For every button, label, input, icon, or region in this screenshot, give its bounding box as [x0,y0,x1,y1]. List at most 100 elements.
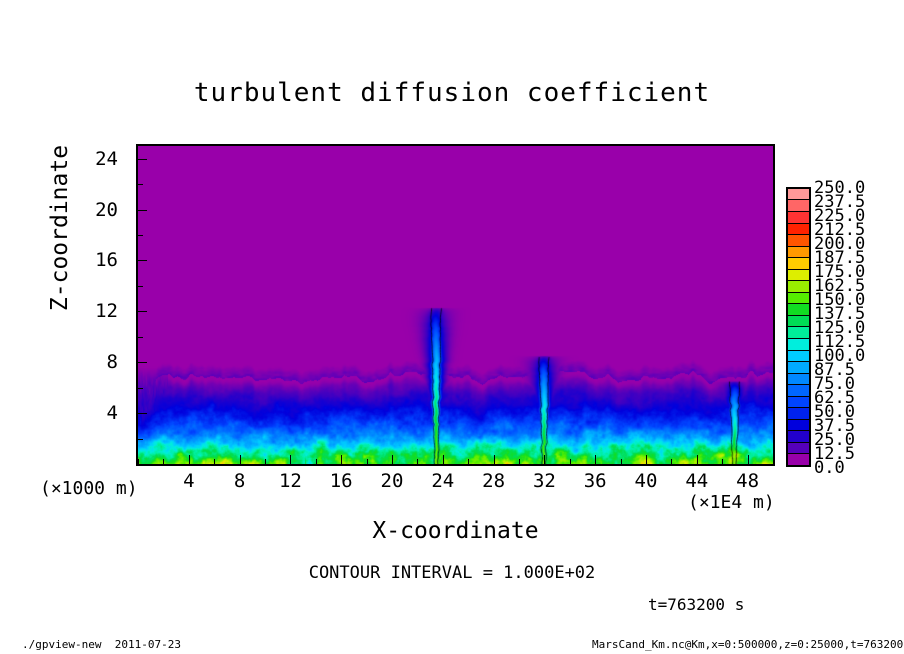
y-tick [138,311,147,313]
colorbar-tick-label: 100.0 [814,346,866,366]
colorbar-swatch [788,373,809,386]
colorbar-tick-label: 150.0 [814,290,866,310]
colorbar-tick-label: 87.5 [814,360,855,380]
x-tick [544,455,546,464]
y-tick [138,464,143,465]
x-tick [493,455,495,464]
y-axis-unit-label: (×1000 m) [40,478,138,499]
colorbar-tick-label: 162.5 [814,276,866,296]
x-tick-label: 8 [233,470,246,492]
colorbar-swatch [788,315,809,328]
footer-source: MarsCand_Km.nc@Km,x=0:500000,z=0:25000,t… [592,638,904,651]
colorbar-tick-labels: 0.0 12.5 25.0 37.5 50.0 62.5 75.0 87.5 100.0 112.… [814,178,894,478]
x-tick-label: 40 [634,470,658,492]
x-tick [747,455,749,464]
colorbar-swatch [788,200,809,212]
footer-command: ./gpview-new 2011-07-23 [22,638,181,651]
x-tick [163,459,165,464]
page-title: turbulent diffusion coefficient [193,78,711,108]
colorbar-swatch [788,235,809,247]
colorbar-swatch [788,327,809,339]
x-tick [366,459,368,464]
x-tick [595,455,597,464]
x-tick-label: 32 [532,470,556,492]
x-tick [696,455,698,464]
colorbar-tick-label: 50.0 [814,402,855,422]
x-tick-label: 36 [583,470,607,492]
x-tick [214,459,216,464]
y-tick-label: 8 [106,351,118,374]
x-tick [138,459,139,464]
y-tick [138,438,143,440]
colorbar-swatch [788,223,809,236]
colorbar-swatch [788,246,809,259]
x-tick [519,459,520,464]
x-tick-label: 20 [380,470,404,492]
y-tick-label: 20 [95,198,118,221]
colorbar-swatch [788,292,809,305]
x-tick [188,455,190,464]
colorbar-tick-label: 25.0 [814,430,855,450]
colorbar-tick-label: 137.5 [814,304,866,324]
x-tick [773,459,774,464]
x-tick [265,459,266,464]
y-axis-title: Z-coordinate [47,144,73,312]
time-stamp-note: t=763200 s [648,595,745,614]
colorbar-swatch [788,385,809,397]
y-tick-label: 4 [106,402,118,425]
colorbar-swatch [788,269,809,282]
x-tick [392,455,393,464]
x-tick [620,459,622,464]
colorbar-swatch [788,338,809,351]
colorbar-swatch [788,304,809,316]
colorbar-swatch [788,258,809,270]
y-tick [138,413,147,415]
axis-ticks [138,146,774,465]
x-tick [671,459,673,464]
x-axis-title: X-coordinate [372,518,539,544]
y-tick [138,158,147,160]
colorbar-tick-label: 75.0 [814,374,855,394]
y-tick [138,362,147,364]
y-tick-label: 16 [95,249,118,272]
heatmap-field [138,146,773,464]
colorbar-swatch [788,419,809,432]
colorbar-tick-label: 250.0 [814,178,866,198]
colorbar-swatch [788,396,809,409]
colorbar-tick-label: 112.5 [814,332,866,352]
y-tick [138,387,143,389]
colorbar-swatch [788,442,809,455]
colorbar-tick-label: 62.5 [814,388,855,408]
colorbar-tick-label: 187.5 [814,248,866,268]
colorbar-tick-label: 125.0 [814,318,866,338]
y-tick-label: 12 [95,300,118,323]
plot-area [136,144,775,466]
x-tick [442,455,444,464]
colorbar-swatch [788,362,809,374]
colorbar-swatch [788,454,809,465]
x-tick [239,455,241,464]
x-tick [646,455,647,464]
colorbar-swatch [788,350,809,363]
x-tick [722,459,724,464]
y-tick-label: 24 [95,147,118,170]
y-tick [138,260,147,262]
colorbar [786,187,811,467]
colorbar-tick-label: 237.5 [814,192,866,212]
x-tick [290,455,292,464]
colorbar-swatch [788,431,809,443]
y-tick [138,336,143,338]
x-tick [341,455,343,464]
colorbar-tick-label: 12.5 [814,444,855,464]
x-tick-label: 44 [685,470,709,492]
colorbar-swatch [788,281,809,293]
x-tick-label: 16 [329,470,353,492]
colorbar-tick-label: 212.5 [814,220,866,240]
colorbar-tick-label: 225.0 [814,206,866,226]
colorbar-tick-label: 37.5 [814,416,855,436]
colorbar-tick-label: 200.0 [814,234,866,254]
x-tick-label: 48 [736,470,760,492]
colorbar-tick-label: 0.0 [814,458,845,478]
x-axis-unit-label: (×1E4 m) [688,492,775,513]
colorbar-tick-label: 175.0 [814,262,866,282]
